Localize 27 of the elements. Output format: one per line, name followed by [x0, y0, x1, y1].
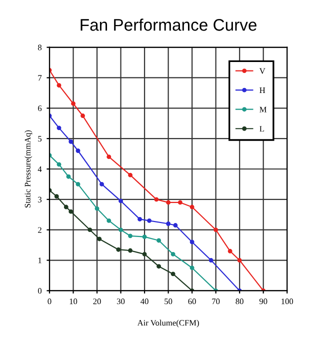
- x-tick-label: 100: [282, 298, 294, 304]
- y-axis-title: Static Pressure(mmAq): [24, 130, 32, 208]
- y-tick-label: 6: [38, 106, 42, 112]
- y-tick-label: 8: [38, 44, 42, 50]
- x-tick-label: 10: [70, 298, 78, 304]
- x-tick-label: 80: [236, 298, 244, 304]
- x-tick-label: 0: [48, 298, 52, 304]
- y-tick-label: 7: [38, 75, 42, 81]
- legend-label: L: [260, 126, 264, 132]
- y-tick-label: 3: [38, 196, 42, 202]
- x-tick-label: 40: [140, 298, 148, 304]
- x-tick-label: 90: [259, 298, 268, 304]
- y-tick-label: 5: [38, 136, 42, 142]
- legend-label: H: [260, 88, 266, 93]
- y-tick-label: 1: [38, 258, 42, 264]
- legend-label: V: [259, 68, 266, 74]
- chart-title: Fan Performance Curve: [80, 18, 256, 31]
- x-tick-label: 50: [164, 298, 172, 304]
- y-tick-label: 2: [38, 227, 42, 233]
- y-tick-label: 0: [38, 288, 42, 294]
- y-tick-label: 4: [38, 166, 42, 172]
- x-tick-label: 20: [93, 298, 101, 304]
- x-tick-label: 30: [117, 298, 125, 304]
- legend-label: M: [260, 106, 267, 112]
- x-tick-label: 70: [212, 298, 220, 304]
- x-tick-label: 60: [188, 298, 196, 304]
- x-axis-title: Air Volume(CFM): [137, 320, 199, 328]
